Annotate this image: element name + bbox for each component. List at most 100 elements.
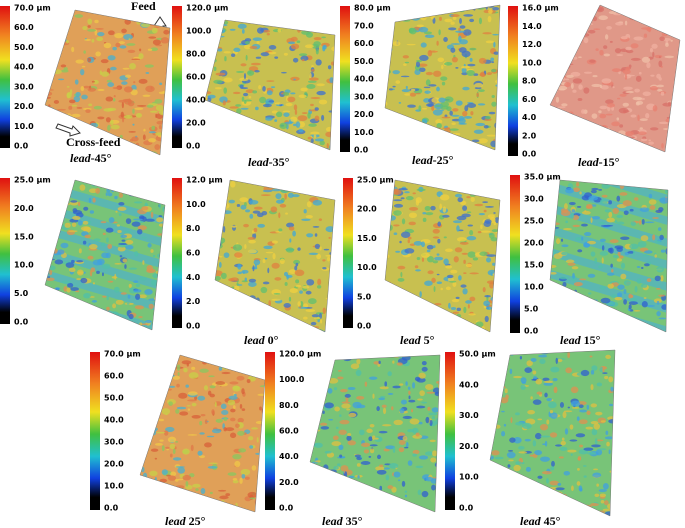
surface-texture [577,468,580,471]
surface-texture [634,12,639,18]
surface-texture [434,257,443,261]
surface-texture [218,490,226,492]
surface-texture [449,281,456,283]
surface-texture [390,13,395,18]
surface-texture [552,67,555,73]
surface-texture [188,391,198,395]
surface-texture [395,113,400,119]
colorbar-tick-label: 50.0 µm [459,350,496,359]
surface-texture [148,298,157,301]
surface-texture [591,370,594,375]
surface-texture [468,313,475,315]
surface-texture [66,262,75,268]
surface-texture [221,148,229,151]
surface-texture [617,292,622,297]
surface-texture [635,286,638,293]
surface-texture [578,56,582,58]
surface-texture [210,385,216,388]
surface-texture [47,34,54,39]
surface-texture [405,495,407,498]
surface-texture [447,321,455,323]
surface-texture [415,4,422,9]
surface-texture [313,41,320,46]
surface-texture [233,92,241,94]
surface-texture [551,110,553,116]
surface-texture [361,443,370,447]
surface-texture [461,284,467,287]
surface-texture [548,211,554,213]
surface-texture [419,68,425,72]
panel: 70.0 µm60.050.040.030.020.010.00.0lead 2… [90,350,270,528]
surface-texture [548,265,557,268]
surface-texture [223,100,226,105]
surface-texture [469,230,473,235]
surface-texture [601,420,606,422]
surface-texture [107,125,110,131]
surface-texture [583,243,590,248]
surface-texture [578,10,582,15]
surface-texture [330,30,332,34]
surface-texture [60,188,64,191]
surface-texture [471,197,475,202]
surface-texture [468,329,474,332]
surface-texture [89,198,91,203]
surface-texture [323,361,328,365]
surface-texture [49,312,57,316]
surface-texture [412,136,414,139]
surface-texture [257,224,265,228]
surface-texture [134,201,142,203]
surface-texture [169,491,178,493]
surface-texture [304,23,307,26]
surface-texture [572,209,576,212]
surface-texture [416,93,421,95]
surface-texture [150,249,153,253]
surface-texture [107,82,114,87]
surface-texture [240,87,248,89]
surface-texture [139,277,147,280]
surface-texture [553,378,558,381]
surface-texture [437,281,442,284]
surface-texture [658,183,664,185]
surface-texture [490,421,497,423]
surface-texture [239,78,248,82]
surface-texture [53,207,59,210]
surface-texture [457,308,461,311]
surface-texture [244,330,249,333]
surface-texture [495,269,497,275]
surface-texture [399,408,404,413]
panel-label: lead 45° [520,514,561,528]
surface-texture [572,90,576,93]
surface-texture [157,377,161,383]
surface-texture [652,234,655,240]
surface-texture [348,440,356,445]
surface-texture [445,265,452,268]
surface-texture [397,266,405,270]
surface-texture [223,196,229,200]
colorbar: 70.0 µm60.050.040.030.020.010.00.0 [0,4,51,151]
surface-texture [395,251,400,253]
surface-texture [416,61,420,67]
surface-texture [466,196,470,198]
surface-texture [408,391,410,395]
surface-texture [120,255,123,257]
colorbar-tick-label: 120.0 µm [279,350,321,359]
surface-texture [228,292,233,295]
panel-label-angle: -15° [599,155,620,169]
surface-texture [291,44,299,50]
surface-texture [470,111,473,115]
surface-texture [75,323,80,327]
surface-texture [67,86,70,88]
surface-texture [591,251,596,256]
surface-texture [393,210,402,216]
surface-texture [495,326,498,332]
surface-texture [497,493,503,495]
surface-texture [579,24,585,30]
surface-texture [66,287,70,292]
surface-texture [192,403,197,407]
surface-texture [235,423,240,427]
surface-texture [587,313,595,319]
surface-texture [128,50,136,53]
surface-texture [326,226,335,232]
colorbar-tick-label: 15.0 [14,232,34,241]
surface-texture [158,311,167,316]
